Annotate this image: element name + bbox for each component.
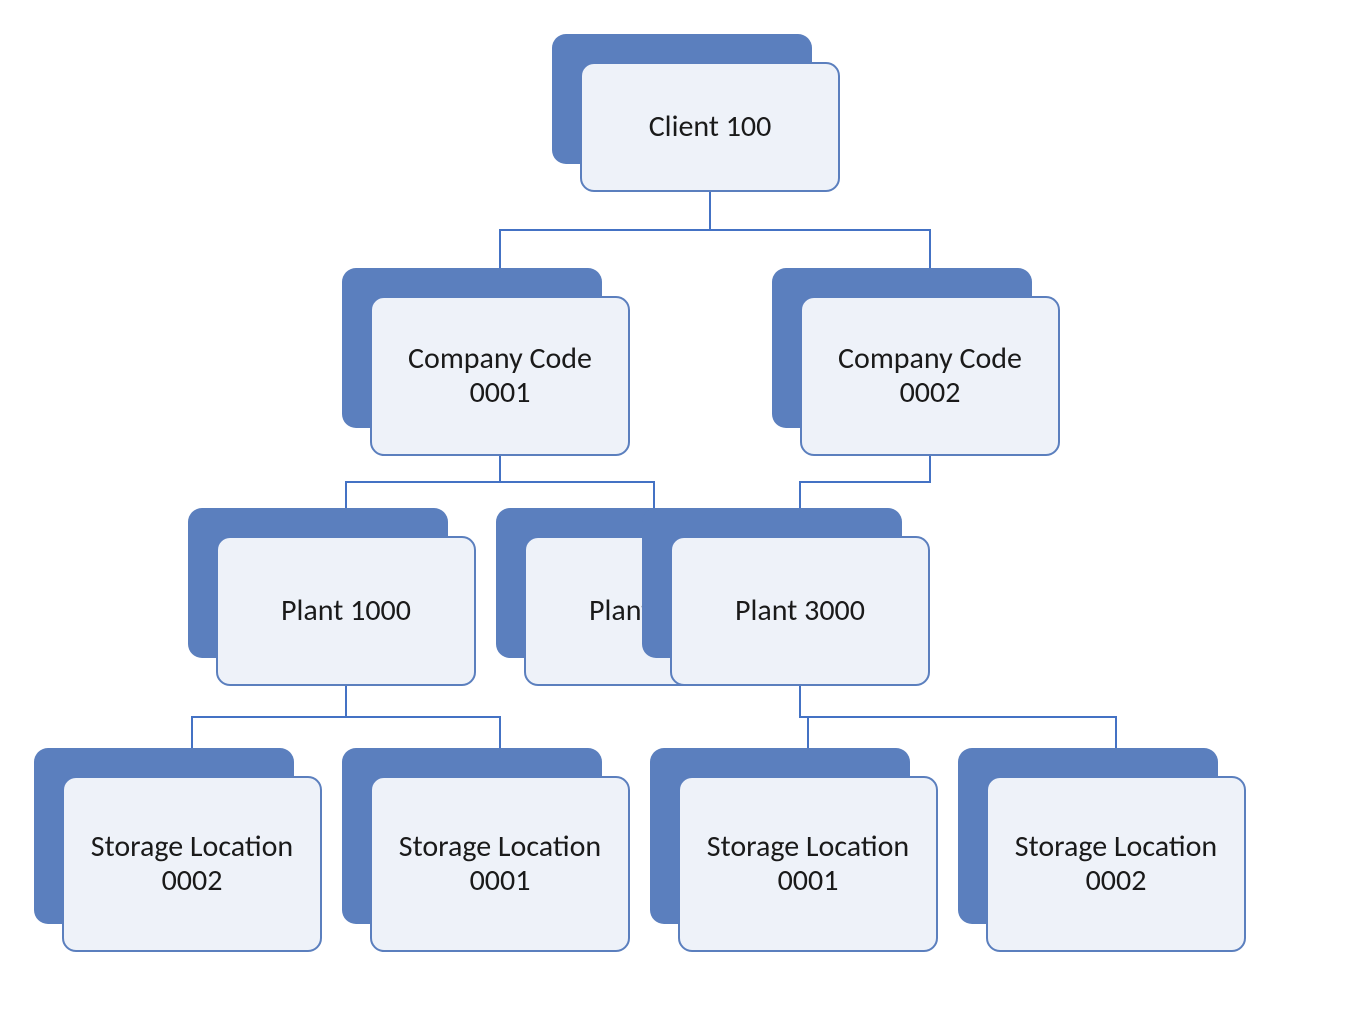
node-box: Company Code 0001 (370, 296, 630, 456)
org-chart: Client 100 Company Code 0001 Company Code … (0, 0, 1358, 1020)
node-p1000: Plant 1000 (188, 508, 476, 686)
node-box: Storage Location 0001 (678, 776, 938, 952)
node-label: Storage Location 0001 (692, 830, 924, 899)
node-label: Company Code 0002 (814, 342, 1046, 411)
node-box: Plant 1000 (216, 536, 476, 686)
node-cc1: Company Code 0001 (342, 268, 630, 456)
node-label: Plant 3000 (735, 594, 865, 629)
node-label: Storage Location 0002 (1000, 830, 1232, 899)
node-box: Client 100 (580, 62, 840, 192)
node-cc2: Company Code 0002 (772, 268, 1060, 456)
node-box: Plant 3000 (670, 536, 930, 686)
node-label: Storage Location 0002 (76, 830, 308, 899)
node-label: Company Code 0001 (384, 342, 616, 411)
node-root: Client 100 (552, 34, 840, 192)
node-box: Storage Location 0001 (370, 776, 630, 952)
node-sl1b: Storage Location 0001 (342, 748, 630, 952)
node-sl3a: Storage Location 0001 (650, 748, 938, 952)
node-label: Client 100 (649, 110, 772, 145)
node-box: Storage Location 0002 (62, 776, 322, 952)
node-label: Storage Location 0001 (384, 830, 616, 899)
node-sl3b: Storage Location 0002 (958, 748, 1246, 952)
node-sl1a: Storage Location 0002 (34, 748, 322, 952)
node-label: Plant 1000 (281, 594, 411, 629)
node-box: Storage Location 0002 (986, 776, 1246, 952)
node-box: Company Code 0002 (800, 296, 1060, 456)
node-p3000: Plant 3000 (642, 508, 930, 686)
